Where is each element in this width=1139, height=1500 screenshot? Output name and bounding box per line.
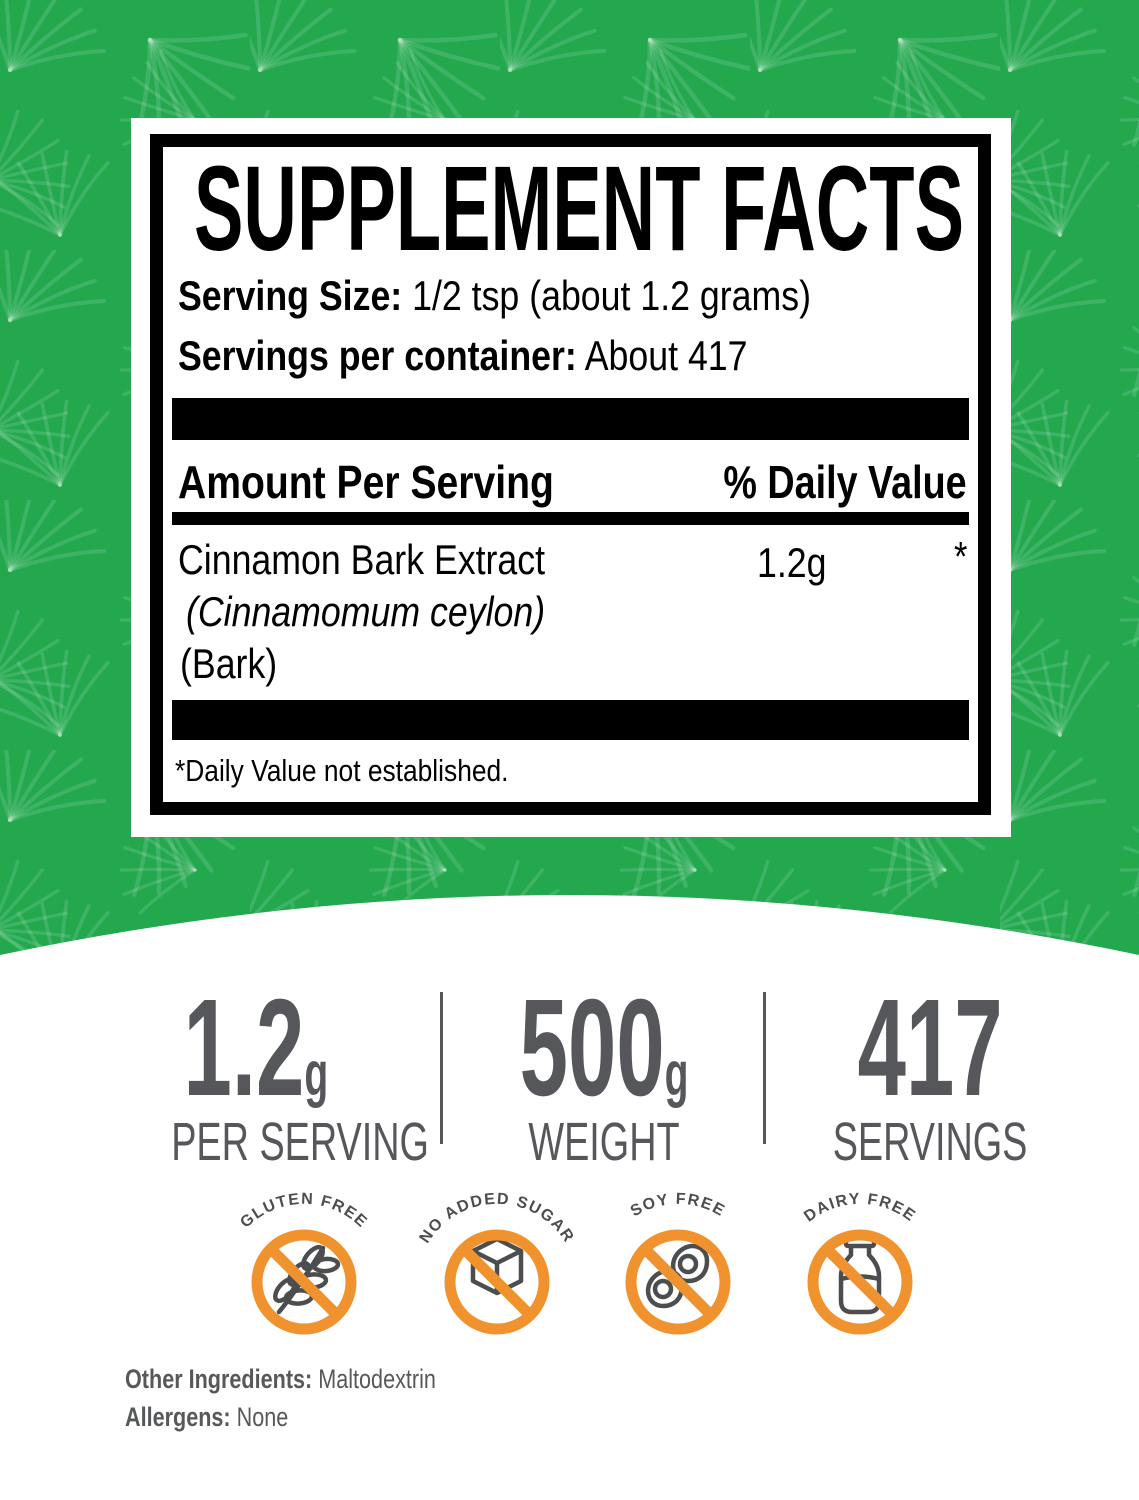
facts-title-text: SUPPLEMENT FACTS bbox=[194, 162, 964, 254]
stat-weight-label: WEIGHT bbox=[528, 1111, 680, 1172]
ingredient-latin-name: (Cinnamomum ceylon) bbox=[186, 588, 546, 635]
stats-divider-1 bbox=[440, 992, 443, 1144]
divider-bar-top bbox=[172, 398, 969, 440]
stat-weight-number: 500g bbox=[519, 971, 689, 1125]
stat-per-serving-number: 1.2g bbox=[183, 971, 329, 1125]
stat-servings: 417 SERVINGS bbox=[790, 971, 1070, 1172]
ingredient-name: Cinnamon Bark Extract bbox=[178, 536, 546, 583]
badge-dairy-free-label: DAIRY FREE bbox=[801, 1191, 917, 1226]
badge-soy-free: SOY FREE bbox=[625, 1191, 731, 1335]
ingredient-dv-asterisk: * bbox=[953, 533, 967, 580]
facts-header-row: Amount Per Serving % Daily Value bbox=[178, 457, 967, 508]
other-ingredients-value: Maltodextrin bbox=[318, 1364, 436, 1394]
ingredient-row: Cinnamon Bark Extract (Cinnamomum ceylon… bbox=[178, 533, 967, 690]
no-symbol-icon bbox=[444, 1229, 550, 1335]
stat-per-serving-label: PER SERVING bbox=[171, 1111, 429, 1172]
ingredient-part: (Bark) bbox=[180, 640, 278, 687]
stat-unit: g bbox=[304, 1040, 329, 1109]
no-symbol-icon bbox=[625, 1229, 731, 1335]
ingredient-name-block: Cinnamon Bark Extract (Cinnamomum ceylon… bbox=[178, 534, 967, 690]
divider-bar-bottom bbox=[172, 700, 969, 740]
other-ingredients-line: Other Ingredients: Maltodextrin bbox=[125, 1360, 514, 1398]
badge-gluten-free-label: GLUTEN FREE bbox=[237, 1191, 369, 1232]
stat-weight: 500g WEIGHT bbox=[464, 971, 744, 1172]
no-symbol-icon bbox=[251, 1229, 357, 1335]
badge-no-added-sugar: NO ADDED SUGAR bbox=[417, 1191, 576, 1335]
stat-servings-number: 417 bbox=[857, 971, 1003, 1125]
allergens-label: Allergens: bbox=[125, 1402, 231, 1432]
badge-soy-free-label: SOY FREE bbox=[628, 1191, 727, 1221]
servings-label: Servings per container: bbox=[178, 332, 577, 379]
servings-per-container-line: Servings per container: About 417 bbox=[178, 330, 848, 383]
serving-size-label: Serving Size: bbox=[178, 272, 403, 319]
header-rule bbox=[172, 512, 969, 525]
facts-border bbox=[150, 134, 991, 815]
white-curve bbox=[0, 895, 1139, 1500]
serving-size-line: Serving Size: 1/2 tsp (about 1.2 grams) bbox=[178, 270, 923, 323]
allergens-line: Allergens: None bbox=[125, 1398, 514, 1436]
stat-servings-label: SERVINGS bbox=[832, 1111, 1028, 1172]
svg-text:GLUTEN FREE: GLUTEN FREE bbox=[237, 1191, 371, 1232]
daily-value-header: % Daily Value bbox=[723, 456, 967, 508]
dv-footnote: *Daily Value not established. bbox=[175, 753, 509, 788]
svg-text:DAIRY FREE: DAIRY FREE bbox=[801, 1191, 919, 1226]
serving-size-value: 1/2 tsp (about 1.2 grams) bbox=[412, 272, 811, 319]
other-ingredients-label: Other Ingredients: bbox=[125, 1364, 313, 1394]
no-symbol-icon bbox=[807, 1229, 913, 1335]
stats-divider-2 bbox=[763, 992, 766, 1144]
supplement-facts-panel: SUPPLEMENT FACTS Serving Size: 1/2 tsp (… bbox=[131, 118, 1011, 837]
svg-text:SOY FREE: SOY FREE bbox=[628, 1191, 728, 1221]
allergens-value: None bbox=[236, 1402, 289, 1432]
ingredients-info: Other Ingredients: Maltodextrin Allergen… bbox=[125, 1360, 514, 1436]
amount-per-serving-header: Amount Per Serving bbox=[178, 456, 554, 508]
ingredient-amount: 1.2g bbox=[757, 539, 827, 586]
badge-gluten-free: GLUTEN FREE bbox=[237, 1191, 371, 1335]
facts-title: SUPPLEMENT FACTS bbox=[194, 162, 964, 254]
stat-per-serving: 1.2g PER SERVING bbox=[116, 971, 429, 1172]
badge-dairy-free: DAIRY FREE bbox=[801, 1191, 919, 1335]
stat-unit: g bbox=[664, 1040, 689, 1109]
servings-value: About 417 bbox=[584, 332, 748, 379]
